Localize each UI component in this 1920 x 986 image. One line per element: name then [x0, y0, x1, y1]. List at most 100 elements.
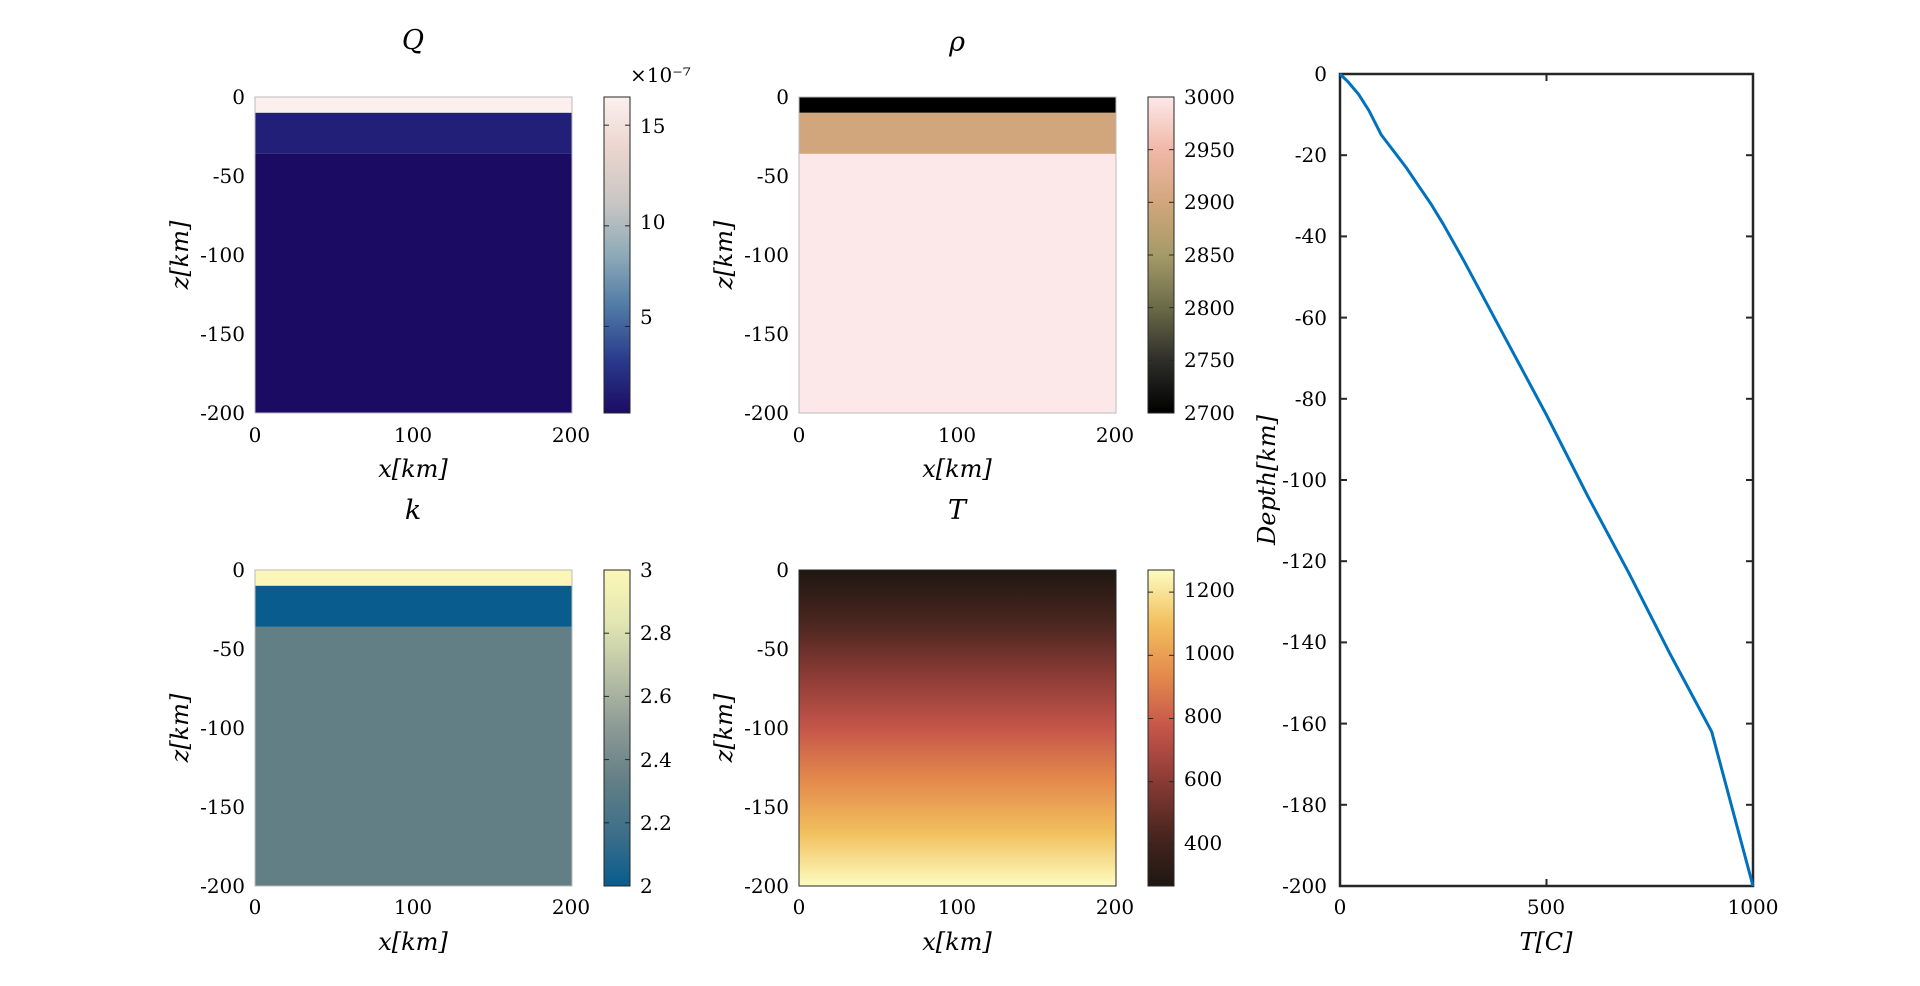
panel-q-ytick: -150 — [200, 322, 245, 346]
temperature-profile-line — [1338, 72, 1755, 887]
profile-ytick: -180 — [1282, 793, 1327, 817]
panel-t-plot — [799, 570, 1116, 886]
panel-rho-ytick: -100 — [744, 243, 789, 267]
panel-t-xlabel: x[km] — [922, 928, 992, 956]
panel-rho-xlabel: x[km] — [922, 455, 992, 483]
panel-rho-layer — [799, 112, 1116, 154]
panel-k: k 0 -50 -100 -150 -200 0 100 200 x[km] z… — [166, 495, 672, 956]
panel-k-xtick: 100 — [394, 895, 432, 919]
panel-q-ytick: -200 — [200, 401, 245, 425]
panel-q: Q 0 -50 -100 -150 -200 0 100 200 x[km] z… — [166, 25, 691, 483]
panel-k-frame — [254, 569, 573, 887]
panel-rho: ρ 0 -50 -100 -150 -200 0 100 200 x[km] z… — [710, 27, 1235, 483]
panel-q-layer — [255, 97, 572, 113]
panel-k-colorbar-tick: 2.4 — [640, 748, 672, 772]
panel-t-xtick: 0 — [793, 895, 806, 919]
profile-xtick: 0 — [1334, 895, 1347, 919]
profile-xlabel: T[C] — [1519, 928, 1573, 956]
panel-t-ytick: 0 — [776, 558, 789, 582]
panel-rho-colorbar-tick: 2800 — [1184, 296, 1235, 320]
profile-ytick: -60 — [1295, 306, 1327, 330]
panel-q-xticks: 0 100 200 — [249, 423, 590, 447]
panel-q-ylabel: z[km] — [166, 220, 194, 290]
profile-ytick: -80 — [1295, 387, 1327, 411]
panel-q-colorbar-frame — [603, 96, 631, 414]
panel-t-colorbar-ticks: 1200 1000 800 600 400 — [1184, 578, 1235, 855]
panel-rho-xtick: 100 — [938, 423, 976, 447]
panel-q-colorbar-tick: 10 — [640, 210, 665, 234]
panel-rho-colorbar-tick: 2850 — [1184, 243, 1235, 267]
panel-q-xtick: 100 — [394, 423, 432, 447]
panel-k-colorbar-ticks: 3 2.8 2.6 2.4 2.2 2 — [640, 558, 672, 898]
panel-t-colorbar-tick: 600 — [1184, 767, 1222, 791]
profile-frame — [1338, 72, 1755, 888]
panel-q-xtick: 0 — [249, 423, 262, 447]
profile-yticks: 0 -20 -40 -60 -80 -100 -120 -140 -160 -1… — [1282, 62, 1327, 898]
panel-q-colorbar — [604, 97, 630, 413]
profile-ytick: -200 — [1282, 874, 1327, 898]
panel-t-frame — [798, 569, 1117, 887]
panel-k-layer — [255, 570, 572, 586]
panel-t-colorbar-tick: 400 — [1184, 831, 1222, 855]
profile-ylabel: Depth[km] — [1253, 414, 1281, 546]
panel-k-ytick: -100 — [200, 716, 245, 740]
panel-rho-layer — [799, 153, 1116, 413]
panel-rho-layer — [799, 97, 1116, 113]
panel-t-xtick: 100 — [938, 895, 976, 919]
profile-panel: 0 -20 -40 -60 -80 -100 -120 -140 -160 -1… — [1253, 62, 1778, 956]
panel-k-colorbar-tick: 2.8 — [640, 621, 672, 645]
panel-t-ytick: -100 — [744, 716, 789, 740]
panel-k-layer — [255, 585, 572, 627]
panel-t-colorbar-tick: 1000 — [1184, 641, 1235, 665]
panel-q-xtick: 200 — [552, 423, 590, 447]
panel-rho-title: ρ — [948, 27, 965, 58]
profile-xtick: 1000 — [1728, 895, 1779, 919]
panel-q-colorbar-tick: 5 — [640, 305, 653, 329]
panel-q-colorbar-gradient — [604, 97, 630, 413]
panel-rho-colorbar-ticks: 3000 2950 2900 2850 2800 2750 2700 — [1184, 85, 1235, 425]
profile-ytick: -160 — [1282, 712, 1327, 736]
panel-k-colorbar-gradient — [604, 570, 630, 886]
panel-t-ytick: -50 — [757, 637, 789, 661]
panel-t-colorbar-gradient — [1148, 570, 1174, 886]
panel-k-xtick: 0 — [249, 895, 262, 919]
panel-q-ytick: -50 — [213, 164, 245, 188]
panel-rho-xticks: 0 100 200 — [793, 423, 1134, 447]
panel-k-colorbar — [604, 569, 630, 887]
panel-k-colorbar-frame — [603, 569, 631, 887]
panel-q-yticks: 0 -50 -100 -150 -200 — [200, 85, 245, 425]
panel-k-ylabel: z[km] — [166, 693, 194, 763]
panel-k-title: k — [405, 495, 421, 526]
panel-t-colorbar-frame — [1147, 569, 1175, 887]
panel-k-ytick: -50 — [213, 637, 245, 661]
panel-t-ytick: -150 — [744, 795, 789, 819]
panel-k-plot — [255, 570, 572, 886]
panel-q-frame — [254, 96, 573, 414]
profile-tick-marks — [1339, 73, 1754, 887]
panel-k-colorbar-tick: 2.6 — [640, 684, 672, 708]
panel-rho-xtick: 0 — [793, 423, 806, 447]
panel-t-ylabel: z[km] — [710, 693, 738, 763]
panel-t-ytick: -200 — [744, 874, 789, 898]
panel-t-colorbar — [1148, 570, 1174, 886]
panel-q-plot — [255, 97, 572, 413]
panel-rho-ytick: 0 — [776, 85, 789, 109]
profile-ytick: -140 — [1282, 630, 1327, 654]
profile-xticks: 0 500 1000 — [1334, 895, 1779, 919]
panel-k-colorbar-tick: 2 — [640, 874, 653, 898]
panel-t-field — [799, 570, 1116, 886]
panel-rho-colorbar-tick: 2900 — [1184, 190, 1235, 214]
profile-line-layer — [1338, 72, 1755, 887]
panel-rho-colorbar-tick: 2750 — [1184, 348, 1235, 372]
panel-rho-ytick: -200 — [744, 401, 789, 425]
panel-t-xtick: 200 — [1096, 895, 1134, 919]
panel-rho-ytick: -50 — [757, 164, 789, 188]
panel-k-xlabel: x[km] — [378, 928, 448, 956]
panel-rho-ytick: -150 — [744, 322, 789, 346]
panel-rho-plot — [799, 97, 1116, 413]
panel-t-colorbar-tick: 800 — [1184, 704, 1222, 728]
panel-rho-xtick: 200 — [1096, 423, 1134, 447]
panel-rho-colorbar — [1148, 96, 1174, 414]
panel-rho-colorbar-tick: 3000 — [1184, 85, 1235, 109]
profile-ytick: -120 — [1282, 549, 1327, 573]
